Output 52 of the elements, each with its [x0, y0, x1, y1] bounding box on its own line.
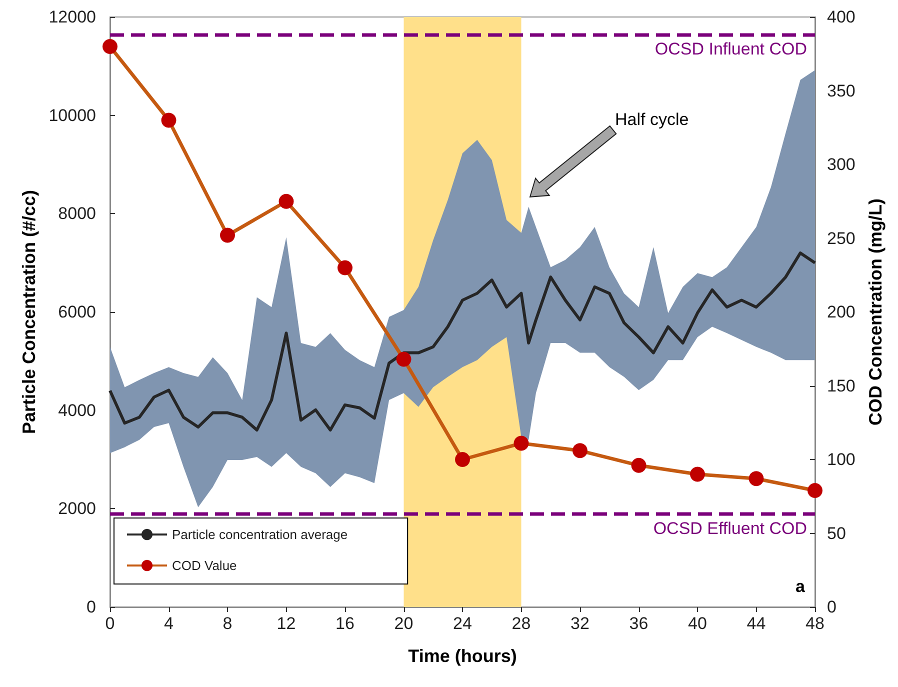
annotation: Half cycle — [615, 110, 689, 130]
x-tick-label: 24 — [453, 614, 472, 633]
y2-tick-label: 200 — [827, 302, 856, 322]
line-series — [108, 252, 816, 432]
y-tick-label: 12000 — [48, 8, 96, 26]
legend-label: COD Value — [172, 558, 237, 573]
point — [748, 471, 764, 486]
y2-axis-title: COD Concentration (mg/L) — [865, 198, 886, 426]
y2-tick-label: 150 — [827, 376, 856, 396]
point — [690, 466, 705, 482]
annotation: a — [796, 577, 805, 597]
point — [572, 443, 588, 458]
y-tick-label: 8000 — [58, 204, 96, 224]
y2-tick-label: 100 — [827, 450, 856, 469]
point — [161, 112, 176, 128]
y-tick-label: 10000 — [48, 106, 96, 125]
y-tick-label: 6000 — [58, 302, 96, 322]
x-tick-label: 36 — [629, 614, 648, 633]
y-tick-label: 0 — [86, 598, 96, 616]
point — [220, 228, 235, 243]
point — [514, 436, 529, 451]
y-axis-title: Particle Concentration (#/cc) — [18, 190, 39, 434]
point — [338, 260, 352, 276]
legend-label: Particle concentration average — [172, 527, 348, 542]
point — [631, 458, 646, 473]
x-tick-label: 0 — [105, 614, 115, 633]
y-tick-label: 2000 — [58, 499, 96, 518]
y2-tick-label: 250 — [827, 228, 856, 248]
point — [396, 352, 412, 367]
point — [808, 482, 822, 498]
x-tick-label: 40 — [688, 614, 707, 633]
y2-tick-label: 400 — [827, 8, 856, 26]
x-tick-label: 44 — [746, 614, 766, 633]
x-tick-label: 48 — [806, 614, 824, 633]
point — [455, 452, 470, 467]
x-tick-label: 20 — [394, 614, 414, 633]
point — [278, 194, 294, 209]
ref-line-label: OCSD Influent COD — [654, 40, 807, 59]
y2-tick-label: 50 — [827, 524, 846, 543]
x-tick-label: 28 — [512, 614, 531, 633]
x-tick-label: 4 — [164, 614, 174, 633]
x-tick-label: 32 — [570, 614, 590, 633]
ref-line-label: OCSD Effluent COD — [653, 519, 807, 538]
y2-tick-label: 350 — [827, 81, 856, 100]
x-axis-title: Time (hours) — [408, 646, 517, 666]
y2-tick-label: 0 — [827, 598, 836, 616]
y2-tick-label: 300 — [827, 155, 856, 174]
x-tick-label: 12 — [276, 614, 296, 633]
x-tick-label: 8 — [222, 614, 232, 633]
x-tick-label: 16 — [336, 614, 354, 633]
point — [102, 39, 118, 54]
y-tick-label: 4000 — [58, 400, 96, 420]
